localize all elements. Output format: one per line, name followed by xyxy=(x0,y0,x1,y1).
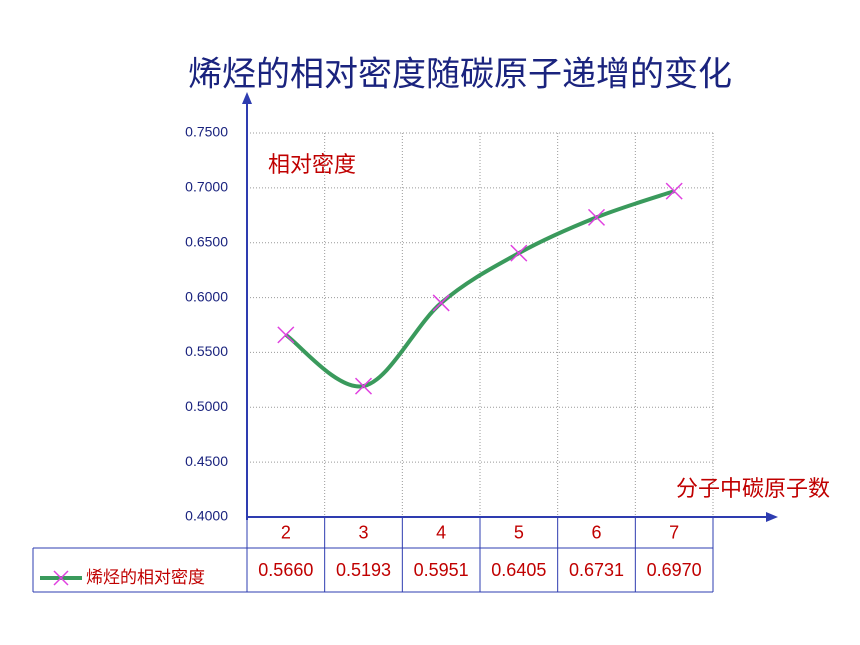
y-tick-label: 0.7500 xyxy=(185,124,228,140)
y-axis-label: 相对密度 xyxy=(268,153,356,178)
y-tick-label: 0.7000 xyxy=(185,179,228,195)
table-value: 0.5660 xyxy=(258,560,313,580)
chart-title: 烯烃的相对密度随碳原子递增的变化 xyxy=(188,55,732,95)
point-marker xyxy=(354,377,373,395)
x-tick-label: 3 xyxy=(358,522,368,542)
legend-marker xyxy=(53,570,69,586)
point-marker xyxy=(665,182,683,200)
point-marker xyxy=(432,294,450,312)
x-tick-label: 2 xyxy=(281,522,291,542)
x-tick-label: 4 xyxy=(436,522,446,542)
x-axis-label: 分子中碳原子数 xyxy=(676,477,830,502)
point-marker xyxy=(277,326,295,344)
x-tick-label: 5 xyxy=(514,522,524,542)
point-marker xyxy=(510,244,528,262)
y-tick-label: 0.4000 xyxy=(185,508,228,524)
y-tick-label: 0.6000 xyxy=(185,288,228,304)
series-line xyxy=(284,189,675,389)
y-tick-label: 0.5000 xyxy=(185,398,228,414)
table-value: 0.6970 xyxy=(647,560,702,580)
table-value: 0.6731 xyxy=(569,560,624,580)
point-marker xyxy=(587,208,606,226)
y-tick-label: 0.5500 xyxy=(185,343,228,359)
x-tick-label: 7 xyxy=(669,522,679,542)
table-value: 0.5951 xyxy=(414,560,469,580)
legend-label: 烯烃的相对密度 xyxy=(86,568,205,588)
y-tick-label: 0.4500 xyxy=(185,453,228,469)
x-axis-arrow xyxy=(766,512,778,522)
table-value: 0.6405 xyxy=(491,560,546,580)
table-value: 0.5193 xyxy=(336,560,391,580)
x-tick-label: 6 xyxy=(591,522,601,542)
y-tick-label: 0.6500 xyxy=(185,233,228,249)
y-axis-arrow xyxy=(242,92,252,104)
